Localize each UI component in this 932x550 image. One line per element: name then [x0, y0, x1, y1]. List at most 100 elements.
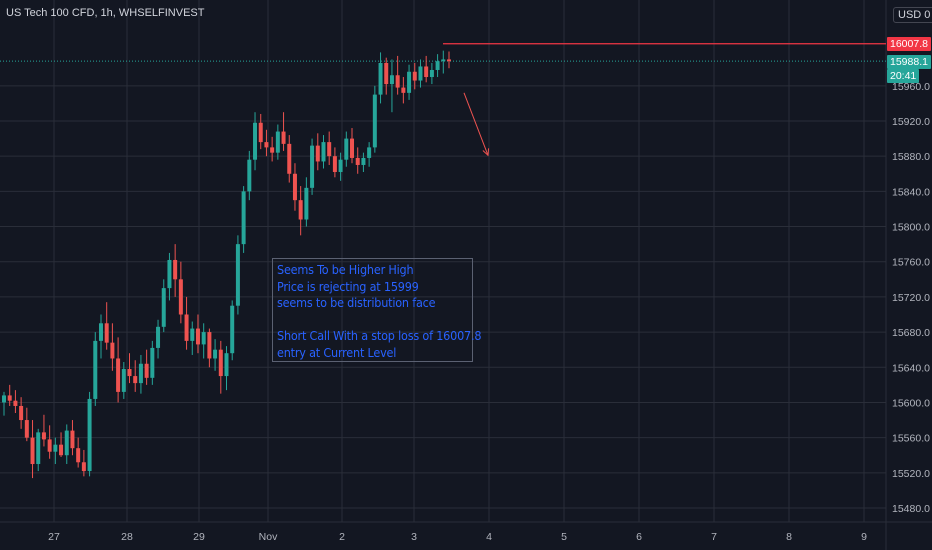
candle-body — [412, 71, 417, 81]
candle-body — [70, 430, 75, 449]
candle-body — [218, 349, 223, 377]
candle-body — [167, 259, 172, 289]
candle — [36, 428, 41, 472]
candle-body — [144, 363, 149, 378]
candle-body — [367, 147, 372, 158]
candle-body — [207, 332, 212, 359]
candle-body — [64, 430, 69, 456]
candle — [441, 50, 446, 74]
price-tick-label: 15760.0 — [892, 257, 930, 269]
annotation-line-4 — [277, 312, 468, 329]
candle — [53, 437, 58, 465]
candle — [47, 425, 52, 459]
candle — [281, 112, 286, 151]
candle — [338, 152, 343, 181]
candle-body — [116, 358, 121, 392]
candle — [144, 349, 149, 385]
candle-body — [304, 187, 309, 220]
candle-body — [93, 340, 98, 399]
candle — [332, 147, 337, 178]
candle-body — [321, 142, 326, 162]
candle-body — [184, 314, 189, 341]
candle-body — [224, 353, 229, 377]
candle-body — [355, 157, 360, 165]
candle-body — [30, 437, 35, 465]
currency-selector[interactable]: USD 0 — [893, 7, 932, 23]
time-tick-label: 5 — [561, 531, 567, 543]
candle-body — [395, 75, 400, 88]
candle — [412, 62, 417, 90]
candle-body — [81, 462, 86, 472]
candle — [59, 432, 64, 457]
candle-body — [98, 323, 103, 341]
candle — [93, 332, 98, 406]
candle — [70, 420, 75, 456]
candle — [361, 152, 366, 173]
candle-body — [447, 59, 451, 62]
candle-body — [361, 157, 366, 165]
candle-body — [401, 87, 406, 93]
price-axis[interactable]: 15960.0 15920.0 15880.0 15840.0 15800.0 15760… — [892, 81, 930, 515]
annotation-line-2: Price is rejecting at 15999 — [277, 278, 419, 294]
candle-body — [258, 122, 263, 143]
price-tick-label: 15800.0 — [892, 222, 930, 234]
candle — [13, 390, 18, 414]
candle — [178, 261, 183, 324]
candle-body — [150, 347, 155, 378]
candle-body — [287, 143, 292, 174]
candle-body — [441, 59, 446, 62]
candle-body — [76, 448, 81, 463]
price-levels — [0, 43, 886, 62]
candle — [275, 124, 280, 160]
candle-body — [7, 395, 12, 401]
candle — [287, 135, 292, 183]
candle — [435, 54, 440, 78]
price-tick-label: 15600.0 — [892, 397, 930, 409]
candle-body — [315, 145, 320, 162]
time-tick-label: Nov — [259, 531, 278, 543]
candle-body — [24, 420, 29, 438]
candle-body — [138, 363, 143, 384]
candle — [367, 142, 372, 167]
arrow-shaft[interactable] — [463, 92, 489, 156]
candle-body — [429, 69, 434, 78]
candle-body — [247, 159, 252, 192]
candle-body — [344, 138, 349, 160]
candle — [2, 391, 6, 416]
candle-body — [350, 138, 355, 158]
candle-body — [384, 62, 389, 85]
time-tick-label: 7 — [711, 531, 717, 543]
candle — [321, 135, 326, 169]
candle — [310, 138, 315, 195]
bar-countdown-badge: 20:41 — [887, 69, 920, 83]
candle-body — [87, 398, 92, 472]
stop-price-badge: 16007.8 — [887, 37, 931, 51]
candle-body — [332, 156, 337, 173]
candle-body — [133, 376, 138, 384]
text-annotation[interactable]: Seems To be Higher High Price is rejecti… — [272, 258, 481, 362]
time-tick-label: 8 — [786, 531, 792, 543]
candle-body — [264, 142, 269, 148]
candle-body — [13, 400, 18, 406]
candle-body — [235, 244, 240, 306]
time-tick-label: 3 — [411, 531, 417, 543]
candle-body — [2, 395, 6, 403]
time-axis[interactable]: 27 28 29 Nov 2 3 4 5 6 7 8 9 — [48, 531, 867, 543]
candle — [121, 361, 126, 399]
candle — [133, 360, 138, 392]
candle — [195, 314, 200, 354]
last-price-badge: 15988.1 — [887, 55, 931, 69]
candle — [401, 77, 406, 104]
candle-body — [230, 305, 235, 354]
candle — [76, 437, 81, 468]
candle — [104, 302, 109, 350]
candle-body — [292, 173, 297, 201]
candle — [24, 407, 29, 442]
candle — [344, 131, 349, 167]
price-tick-label: 15720.0 — [892, 292, 930, 304]
candle — [213, 339, 218, 371]
candle — [156, 319, 161, 359]
candle — [19, 397, 24, 429]
short-arrow — [463, 92, 490, 157]
